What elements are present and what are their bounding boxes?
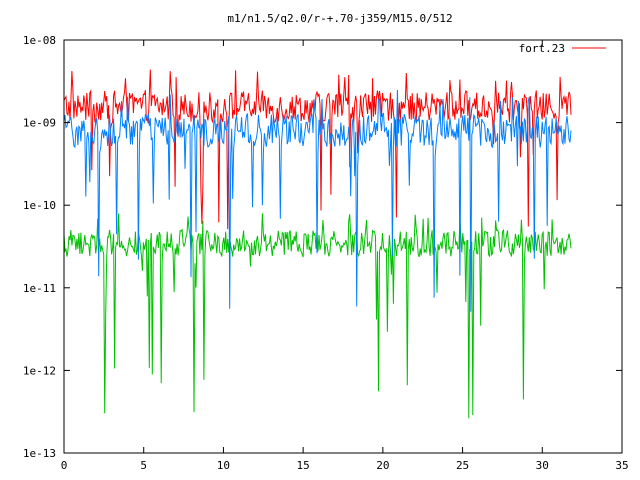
legend-label-fort-23: fort.23 [519,42,565,55]
x-tick-label: 35 [615,459,628,472]
y-tick-label: 1e-13 [23,447,56,460]
y-tick-label: 1e-08 [23,34,56,47]
y-tick-label: 1e-11 [23,282,56,295]
series-line-series-2 [63,89,572,312]
y-tick-label: 1e-10 [23,199,56,212]
x-tick-label: 15 [297,459,310,472]
legend: fort.23 [519,42,606,55]
ticks-layer: 0 5 10 15 20 25 30 35 1e-13 1e-12 1e-11 1e-10 1e-09 1… [23,34,629,472]
x-tick-label: 20 [376,459,389,472]
x-tick-label: 25 [456,459,469,472]
y-tick-label: 1e-12 [23,364,56,377]
x-tick-label: 5 [140,459,147,472]
series-layer [63,69,572,419]
x-tick-label: 0 [61,459,68,472]
y-tick-label: 1e-09 [23,117,56,130]
x-tick-label: 30 [536,459,549,472]
chart-title: m1/n1.5/q2.0/r-+.70-j359/M15.0/512 [227,12,452,25]
plot-frame [63,39,623,454]
x-tick-label: 10 [217,459,230,472]
